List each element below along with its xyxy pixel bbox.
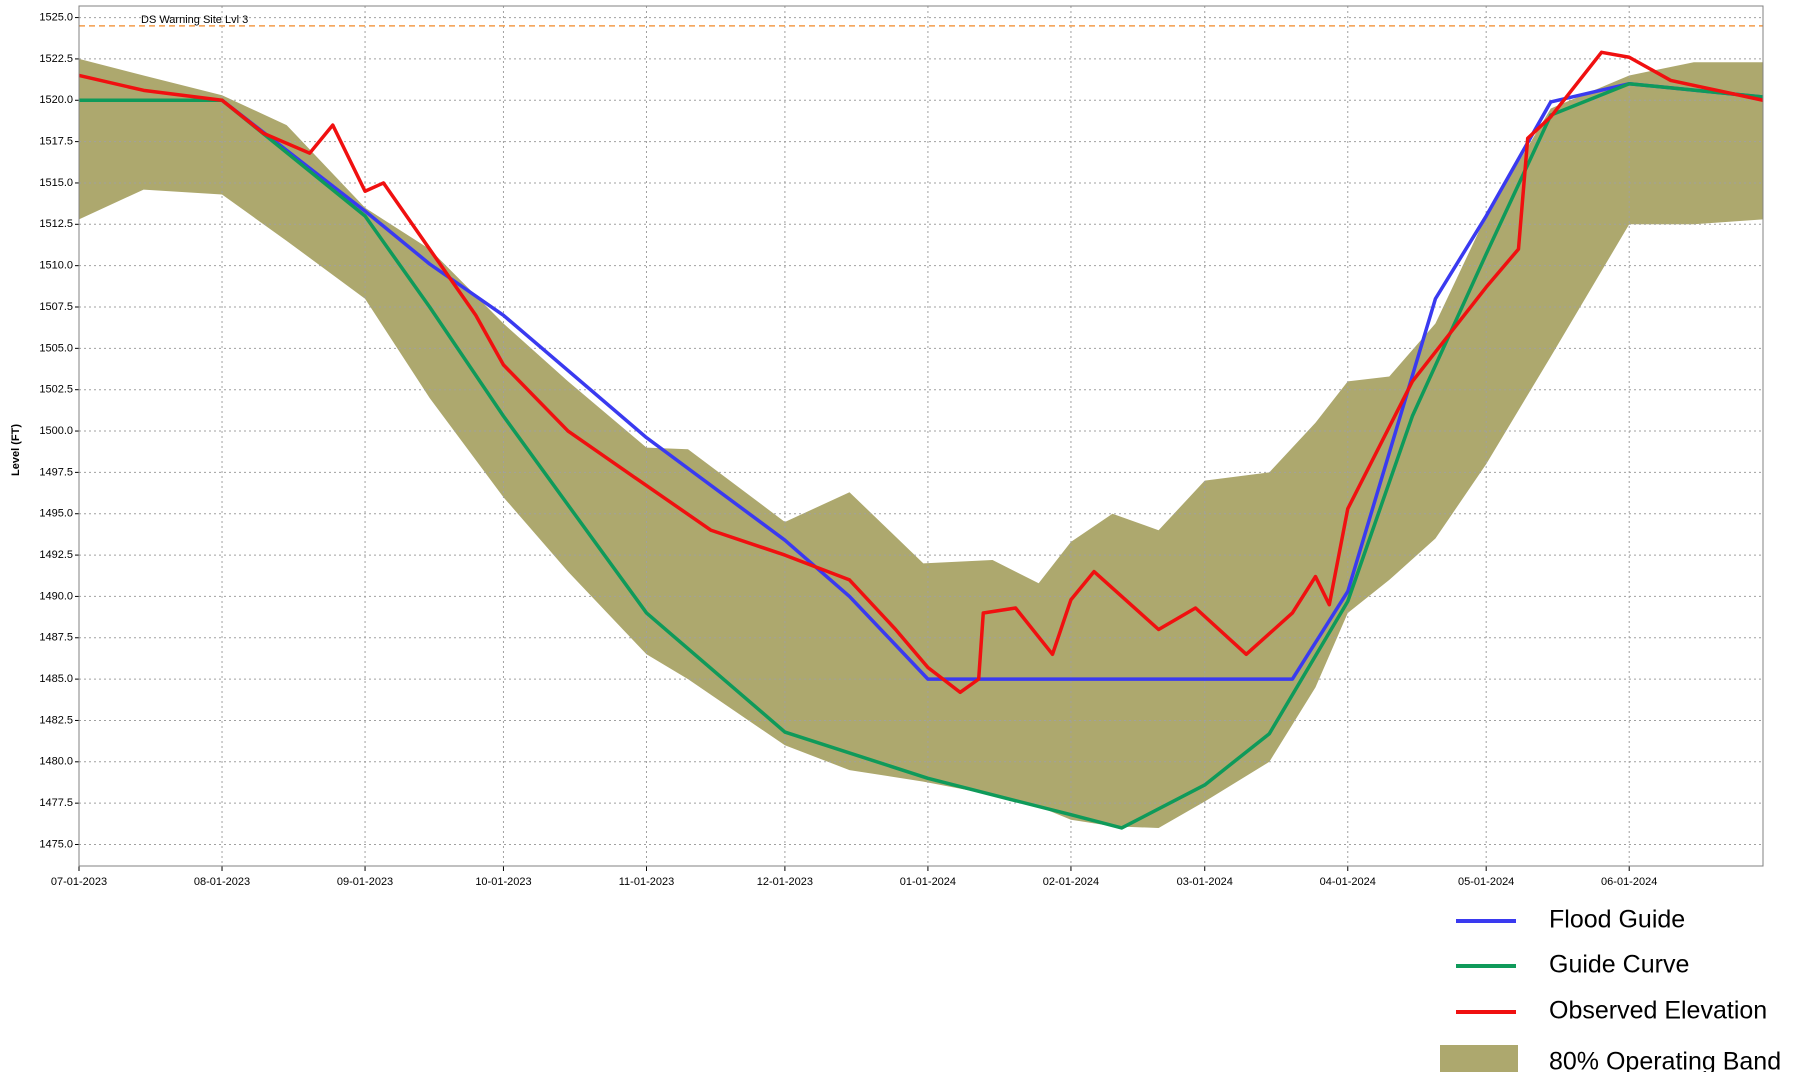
series-line [79, 81, 1764, 681]
series-line [78, 50, 1764, 695]
y-tick-label: 1475.0 [39, 838, 73, 850]
plot-frame [78, 5, 1764, 867]
y-tick-label: 1485.0 [39, 673, 73, 685]
x-tick-label: 07-01-2023 [51, 876, 107, 888]
x-tick-label: 05-01-2024 [1458, 876, 1514, 888]
x-tick-label: 11-01-2023 [619, 876, 674, 888]
reference-label: DS Warning Site Lvl 3 [141, 14, 248, 26]
y-tick-label: 1497.5 [39, 466, 73, 478]
x-tick-label: 04-01-2024 [1320, 876, 1376, 888]
y-tick-label: 1510.0 [39, 260, 73, 272]
y-tick-label: 1515.0 [39, 177, 73, 189]
y-tick-label: 1492.5 [39, 549, 73, 561]
y-tick-label: 1525.0 [39, 11, 73, 23]
legend-label: Guide Curve [1549, 951, 1689, 979]
y-tick-label: 1482.5 [39, 714, 73, 726]
legend-label: 80% Operating Band [1549, 1048, 1781, 1072]
y-tick-label: 1495.0 [39, 508, 73, 520]
legend-label: Observed Elevation [1549, 997, 1767, 1025]
x-tick-label: 03-01-2024 [1177, 876, 1233, 888]
legend-swatch [1440, 1045, 1518, 1072]
y-axis-label: Level (FT) [10, 424, 22, 476]
x-tick-label: 10-01-2023 [475, 876, 531, 888]
y-tick-label: 1522.5 [39, 53, 73, 65]
x-tick-label: 01-01-2024 [900, 876, 956, 888]
y-tick-label: 1500.0 [39, 425, 73, 437]
x-tick-label: 09-01-2023 [337, 876, 393, 888]
x-tick-label: 06-01-2024 [1601, 876, 1657, 888]
y-tick-label: 1505.0 [39, 342, 73, 354]
y-tick-label: 1517.5 [39, 136, 73, 148]
series-line [79, 81, 1764, 830]
y-tick-label: 1477.5 [39, 797, 73, 809]
x-tick-label: 12-01-2023 [757, 876, 813, 888]
x-tick-label: 08-01-2023 [194, 876, 250, 888]
y-tick-label: 1520.0 [39, 94, 73, 106]
legend-label: Flood Guide [1549, 906, 1685, 934]
y-tick-label: 1490.0 [39, 590, 73, 602]
y-tick-label: 1480.0 [39, 756, 73, 768]
y-tick-label: 1487.5 [39, 632, 73, 644]
x-tick-label: 02-01-2024 [1043, 876, 1099, 888]
y-tick-label: 1512.5 [39, 218, 73, 230]
y-tick-label: 1507.5 [39, 301, 73, 313]
y-tick-label: 1502.5 [39, 384, 73, 396]
